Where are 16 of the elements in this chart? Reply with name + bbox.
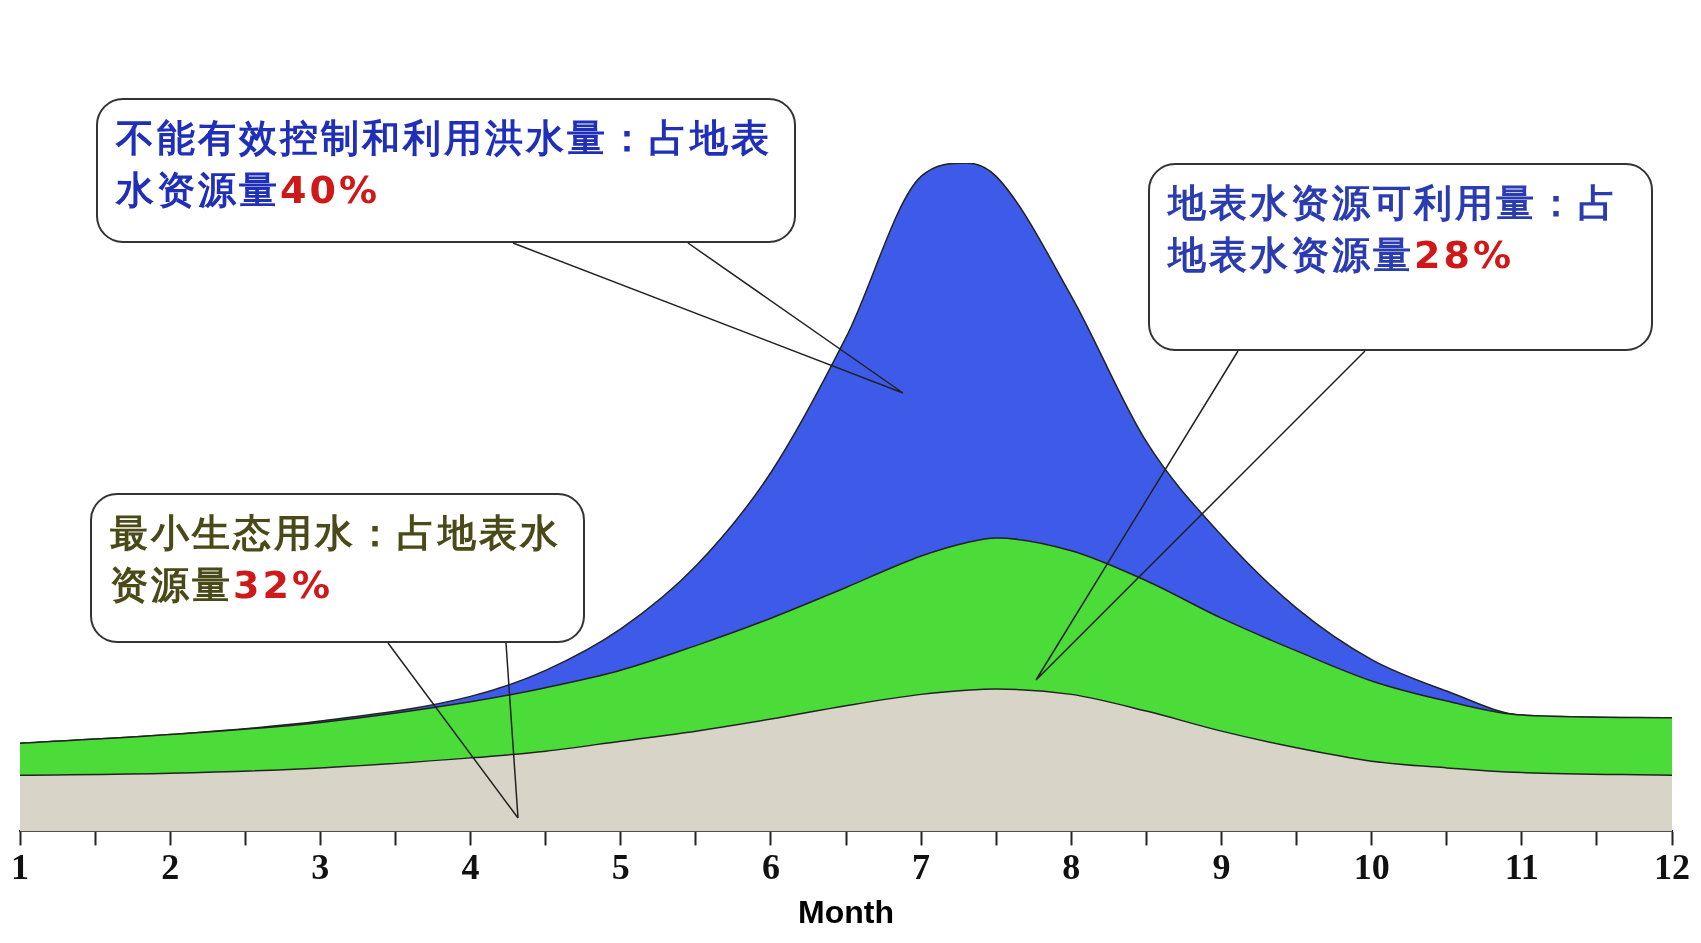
x-tick-label: 4 bbox=[461, 847, 480, 888]
annotation: 地表水资源可利用量：占地表水资源量28% bbox=[1168, 181, 1619, 277]
x-tick-label: 9 bbox=[1212, 847, 1231, 888]
x-tick-label: 10 bbox=[1353, 847, 1390, 888]
annotation: 不能有效控制和利用洪水量：占地表水资源量40% bbox=[116, 116, 772, 212]
x-tick-label: 7 bbox=[912, 847, 931, 888]
x-tick-label: 3 bbox=[311, 847, 330, 888]
x-tick-label: 11 bbox=[1504, 847, 1539, 888]
x-tick-label: 2 bbox=[161, 847, 180, 888]
x-tick-label: 5 bbox=[611, 847, 630, 888]
x-tick-label: 12 bbox=[1654, 847, 1690, 888]
x-tick-label: 6 bbox=[761, 847, 780, 888]
annotation: 最小生态用水：占地表水资源量32% bbox=[110, 511, 561, 607]
x-tick-label: 8 bbox=[1062, 847, 1081, 888]
x-axis-title: Month bbox=[798, 893, 894, 930]
x-tick-label: 1 bbox=[11, 847, 29, 888]
